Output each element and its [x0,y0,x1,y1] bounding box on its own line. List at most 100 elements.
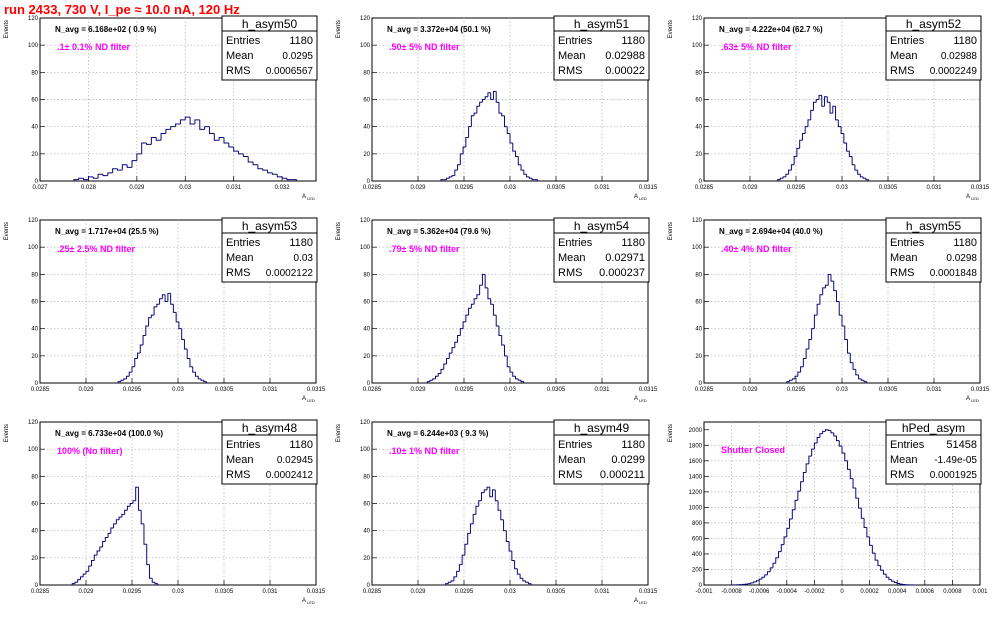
x-tick-label: 0.0305 [547,185,566,191]
histogram-bin [818,94,822,100]
histogram-bin [788,169,792,175]
x-tick-label: 0.0315 [639,387,658,393]
histogram-bin [844,325,848,341]
histogram-bin [841,315,845,327]
histogram-bin [136,153,142,161]
page-title: run 2433, 730 V, I_pe ≈ 10.0 nA, 120 Hz [4,2,240,17]
histogram-bin [107,532,111,538]
histogram-bin [83,178,89,181]
histogram-name: h_asym49 [574,421,630,435]
y-tick-label: 120 [28,420,39,426]
stats-box: h_asym55 Entries 1180 Mean 0.0298 RMS 0.000184… [885,217,982,283]
histogram-bin [492,90,497,100]
histogram-bin [841,446,845,454]
stats-value-rms: 0.000237 [599,267,645,279]
y-tick-label: 100 [692,245,703,251]
y-tick-label: 100 [28,43,39,49]
x-tick-label: 0.03 [172,589,184,595]
filter-label: .63± 5% ND filter [721,42,792,52]
x-tick-label: 0.03 [504,589,516,595]
histogram-bin [822,287,826,295]
histogram-bin [512,372,516,377]
histogram-bin [143,523,147,545]
histogram-bin [802,471,807,482]
x-tick-label: 0.0305 [547,589,566,595]
histogram-bin [194,119,200,124]
y-tick-label: 1200 [689,490,703,496]
histogram-bin [840,126,844,134]
histogram-bin [132,500,136,504]
histogram-bin [252,161,258,166]
x-tick-label: 0.0285 [695,185,714,191]
histogram-bin [179,119,186,124]
filter-label: Shutter Closed [721,445,785,455]
y-tick-label: 60 [31,502,38,508]
histogram-bin [785,173,789,177]
x-tick-label: 0.0285 [695,387,714,393]
histogram-pad-h_asym53: 0.0285 0.029 0.0295 0.03 0.0305 0.031 0.0315 0 2… [0,217,332,420]
histogram-bin [832,105,836,114]
histogram-bin [528,176,533,179]
histogram-bin [857,170,861,175]
y-axis-label: Events [4,222,10,240]
histogram-bin [77,579,81,583]
histogram-bin [877,560,881,567]
histogram-bin [134,358,138,367]
histogram-bin [146,142,152,145]
histogram-bin [120,379,124,382]
histogram-bin [805,348,809,359]
y-tick-label: 120 [28,16,39,22]
stats-label-entries: Entries [558,35,593,47]
histogram-bin [863,380,867,383]
histogram-bin [286,178,292,181]
histogram-name: h_asym48 [242,421,298,435]
histogram-bin [500,510,504,521]
histogram-h_asym51: 0.0285 0.029 0.0295 0.03 0.0305 0.031 0.0315 0 2… [336,15,658,201]
histogram-bin [79,576,84,580]
stats-label-entries: Entries [226,35,261,47]
stats-box-frame [885,15,982,81]
n-avg-label: N_avg = 5.362e+04 (79.6 %) [387,227,491,236]
histogram-bin [810,109,814,120]
y-tick-label: 0 [699,179,703,185]
histogram-name: h_asym55 [906,219,962,233]
histogram-bin [866,527,870,538]
histogram-bin [786,527,790,537]
stats-box-frame [885,419,982,485]
histogram-bin [804,126,808,134]
histogram-bin [822,430,826,434]
stats-value-entries: 51458 [946,439,977,451]
x-tick-label: 0.03 [179,185,191,191]
x-tick-label: 0.031 [926,387,942,393]
histogram-hPed_asym: -0.001 -0.0008 -0.0006 -0.0004 -0.0002 0 0.000… [668,419,988,595]
histogram-bin [492,304,497,316]
histogram-bin [801,132,806,141]
stats-value-entries: 1180 [289,237,313,249]
y-tick-label: 40 [363,327,370,333]
histogram-bin [847,339,851,354]
x-axis-label: ALED [302,194,315,201]
histogram-bin [189,358,193,368]
x-tick-label: 0.03 [172,387,184,393]
histogram-bin [811,328,815,340]
histogram-bin [451,175,455,177]
histogram-bin [271,172,278,175]
histogram-bin [172,304,177,313]
histogram-bin [448,176,453,179]
stats-label-rms: RMS [890,267,914,279]
grid-lines [704,220,980,383]
histogram-bin [835,290,840,302]
histogram-bin [797,371,801,377]
y-tick-label: 20 [31,152,38,158]
histogram-bin [865,178,869,181]
histogram-bin [223,137,229,144]
histogram-bin [447,581,452,584]
histogram-bin [816,437,820,443]
x-tick-label: 0.0285 [363,185,382,191]
histogram-bin [506,126,510,134]
x-tick-label: 0.0285 [31,589,50,595]
x-tick-label: 0.0305 [547,387,566,393]
histogram-bin [476,105,480,114]
histogram-bin [464,543,468,556]
histogram-bin [794,375,798,379]
